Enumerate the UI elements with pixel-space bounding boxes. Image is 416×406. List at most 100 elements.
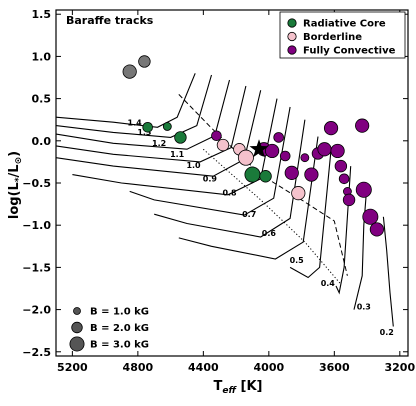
plot-area: 1.41.31.2 1.11.00.9 0.8 0.7 0.6 0.5 0.4 0.3 0.2 [56, 55, 394, 337]
legend-label-0: Radiative Core [303, 19, 386, 30]
track-label-8: 0.6 [262, 229, 277, 238]
y-tick-label-8: −2.5 [22, 346, 51, 359]
track-line-0.5 [289, 149, 332, 279]
track-label-12: 0.2 [380, 328, 394, 337]
star-point-9 [244, 166, 261, 183]
star-point-30 [369, 222, 384, 237]
star-point-10 [259, 170, 272, 183]
size-legend-marker-1 [71, 321, 83, 334]
legend-marker-2 [287, 45, 297, 55]
legend: Radiative Core Borderline Fully Convective [279, 11, 406, 59]
chart-title: Baraffe tracks [66, 14, 154, 27]
track-line-1.1 [56, 85, 247, 163]
size-legend-label-1: B = 2.0 kG [90, 323, 149, 334]
track-label-4: 1.0 [186, 161, 201, 170]
star-point-16 [291, 186, 306, 201]
isochrone-dashed [178, 94, 348, 276]
ylabel-main: log(L [7, 182, 22, 219]
track-line-0.3 [353, 182, 368, 310]
xlabel-main: T [214, 379, 223, 394]
y-tick-label-3: 0.0 [32, 135, 52, 148]
star-point-29 [362, 208, 379, 225]
y-tick-label-0: 1.5 [32, 8, 52, 21]
y-tick-label-4: −0.5 [22, 177, 51, 190]
track-line-0.6 [178, 136, 319, 260]
track-label-11: 0.3 [357, 303, 371, 312]
legend-label-2: Fully Convective [303, 46, 396, 57]
track-line-1.3 [56, 74, 213, 138]
track-label-2: 1.2 [152, 139, 166, 148]
track-line-0.4 [335, 166, 352, 295]
track-label-6: 0.8 [222, 189, 237, 198]
star-point-24 [338, 173, 350, 185]
ylabel-sub2: ⊙ [14, 157, 24, 165]
star-point-5 [211, 130, 222, 142]
ylabel-sub: * [14, 177, 24, 182]
legend-marker-1 [287, 31, 297, 42]
x-tick-label-5: 3200 [385, 361, 416, 374]
star-point-1 [138, 55, 151, 68]
track-label-3: 1.1 [170, 150, 185, 159]
track-label-10: 0.4 [321, 279, 336, 288]
track-line-1.0 [56, 90, 262, 177]
size-legend-label-0: B = 1.0 kG [90, 307, 149, 318]
x-tick-label-0: 5200 [57, 361, 88, 374]
star-point-4 [174, 131, 187, 144]
size-legend-label-2: B = 3.0 kG [90, 340, 149, 351]
track-line-0.8 [129, 106, 291, 216]
isochrone-dotted [202, 148, 342, 285]
track-line-1.4 [56, 73, 196, 128]
star-point-22 [330, 143, 345, 159]
x-tick-label-1: 4800 [123, 361, 154, 374]
legend-box [279, 11, 406, 59]
svg-text:log(L*/L⊙): log(L*/L⊙) [7, 151, 24, 219]
y-tick-label-1: 1.0 [32, 50, 52, 63]
star-point-17 [300, 153, 310, 163]
plot-layer: 1.41.31.21.11.00.90.80.70.60.50.40.30.25… [22, 8, 415, 374]
y-tick-label-2: 0.5 [32, 93, 52, 106]
ylabel-end: ) [7, 151, 22, 157]
x-tick-label-2: 4400 [188, 361, 219, 374]
xlabel-sub: eff [222, 386, 237, 396]
star-point-2 [142, 122, 153, 133]
track-label-9: 0.5 [290, 256, 305, 265]
track-line-0.7 [154, 119, 306, 238]
star-point-13 [273, 132, 284, 143]
y-tick-label-6: −1.5 [22, 261, 51, 274]
star-point-3 [162, 122, 172, 131]
x-tick-label-3: 4000 [254, 361, 285, 374]
track-label-5: 0.9 [203, 174, 218, 183]
x-tick-label-4: 3600 [319, 361, 350, 374]
x-axis-title: Teff [K] [214, 379, 263, 396]
star-point-26 [342, 193, 356, 207]
star-point-6 [216, 138, 230, 152]
star-point-23 [334, 159, 348, 173]
track-line-0.2 [382, 216, 394, 327]
legend-marker-0 [287, 18, 297, 28]
track-label-0: 1.4 [128, 119, 143, 128]
size-legend-marker-2 [69, 336, 85, 352]
size-legend: B = 1.0 kG B = 2.0 kG B = 3.0 kG [69, 307, 149, 352]
ylabel-mid: /L [7, 164, 22, 177]
star-point-21 [323, 121, 339, 136]
track-line-1.2 [56, 79, 231, 150]
star-point-18 [304, 167, 319, 182]
star-point-28 [355, 181, 372, 198]
star-point-15 [284, 165, 299, 180]
track-label-1: 1.3 [137, 128, 151, 137]
star-point-8 [237, 149, 254, 166]
legend-label-1: Borderline [303, 32, 362, 43]
star-point-0 [122, 64, 137, 79]
xlabel-unit: [K] [241, 379, 263, 394]
star-point-14 [279, 150, 291, 162]
y-tick-label-5: −1.0 [22, 219, 51, 232]
star-point-20 [317, 142, 332, 157]
track-label-7: 0.7 [242, 210, 256, 219]
svg-text:Teff [K]: Teff [K] [214, 379, 263, 396]
star-point-27 [355, 118, 370, 133]
y-axis-title: log(L*/L⊙) [7, 151, 24, 219]
highlight-star-marker [249, 139, 269, 158]
y-tick-label-7: −2.0 [22, 304, 51, 317]
track-line-0.9 [72, 98, 278, 196]
